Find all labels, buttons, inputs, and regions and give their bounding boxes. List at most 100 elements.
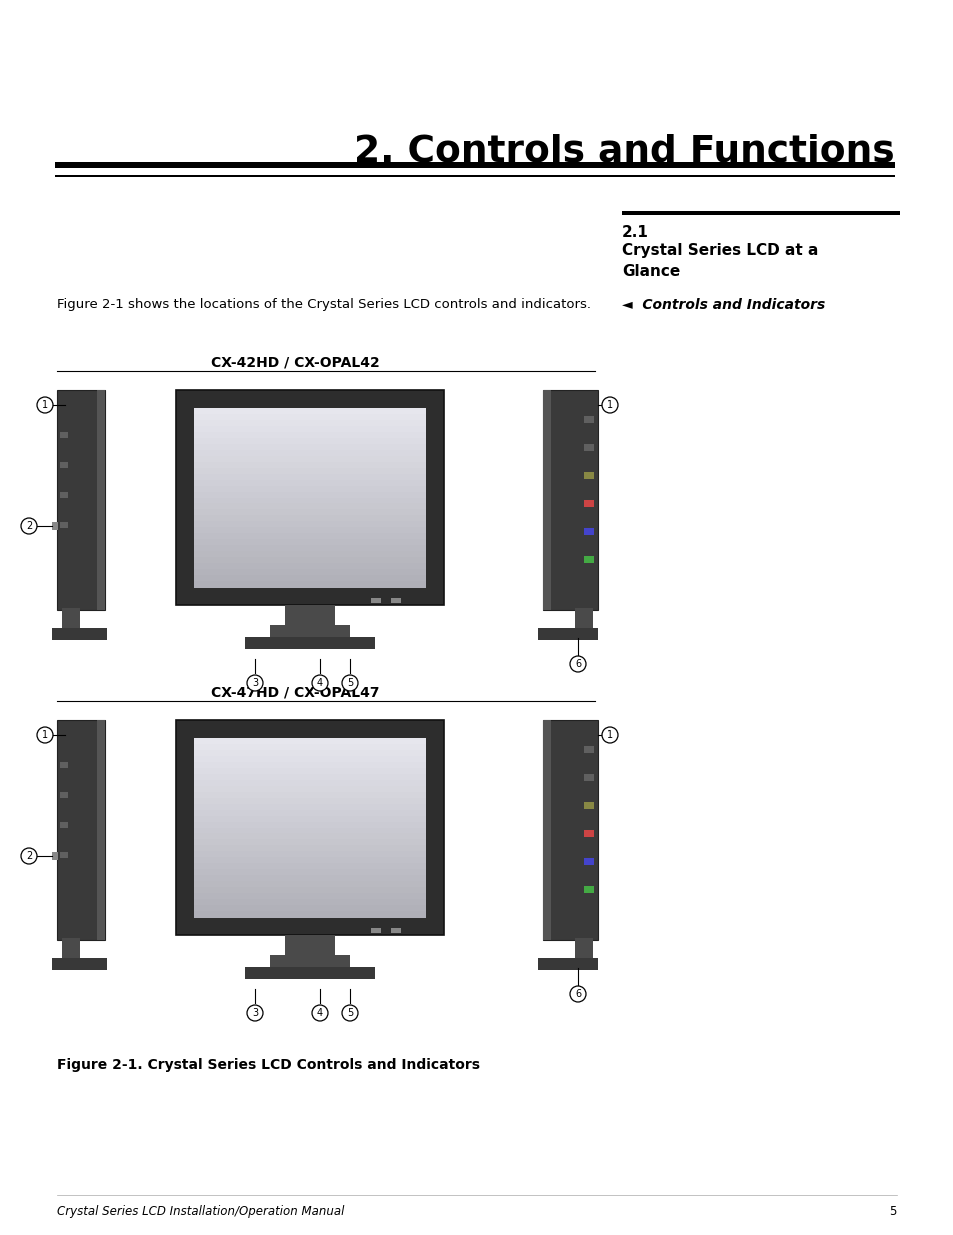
Bar xyxy=(193,438,426,445)
Bar xyxy=(175,390,443,605)
Bar xyxy=(193,408,426,415)
Circle shape xyxy=(21,848,37,864)
Bar xyxy=(270,625,350,637)
Bar xyxy=(193,911,426,918)
Bar xyxy=(193,756,426,763)
Bar xyxy=(575,939,593,958)
Circle shape xyxy=(37,727,53,743)
Text: 4: 4 xyxy=(316,678,323,688)
Bar xyxy=(60,522,68,529)
Bar xyxy=(193,515,426,522)
Bar xyxy=(583,556,594,563)
Bar xyxy=(583,885,594,893)
Bar xyxy=(193,534,426,540)
Bar xyxy=(193,815,426,823)
Bar xyxy=(583,746,594,753)
Text: Crystal Series LCD at a
Glance: Crystal Series LCD at a Glance xyxy=(621,243,818,279)
Text: Figure 2-1. Crystal Series LCD Controls and Indicators: Figure 2-1. Crystal Series LCD Controls … xyxy=(57,1058,479,1072)
Bar xyxy=(55,175,894,177)
Bar xyxy=(193,882,426,888)
Bar xyxy=(193,504,426,510)
Bar xyxy=(97,390,105,610)
Circle shape xyxy=(312,676,328,692)
Bar xyxy=(583,445,594,451)
Circle shape xyxy=(341,676,357,692)
Bar xyxy=(193,521,426,529)
Bar xyxy=(583,472,594,479)
Bar xyxy=(57,390,105,610)
Text: 1: 1 xyxy=(42,400,48,410)
Bar xyxy=(621,211,899,215)
Bar xyxy=(542,390,551,610)
Bar xyxy=(193,479,426,487)
Bar xyxy=(52,958,107,969)
Bar xyxy=(193,774,426,781)
Bar xyxy=(193,443,426,451)
Text: 2.1: 2.1 xyxy=(621,225,648,240)
Bar xyxy=(391,927,400,932)
Bar xyxy=(52,522,58,530)
Bar xyxy=(193,551,426,558)
Bar xyxy=(60,762,68,768)
Bar xyxy=(193,779,426,787)
Bar xyxy=(583,500,594,508)
Bar xyxy=(193,887,426,894)
Bar xyxy=(97,720,105,940)
Text: CX-42HD / CX-OPAL42: CX-42HD / CX-OPAL42 xyxy=(211,354,379,369)
Bar xyxy=(193,498,426,504)
Bar xyxy=(60,823,68,827)
Circle shape xyxy=(312,1005,328,1021)
Text: 2: 2 xyxy=(26,851,32,861)
Bar xyxy=(193,821,426,829)
Bar xyxy=(575,608,593,629)
Bar xyxy=(62,939,80,958)
Bar xyxy=(193,851,426,858)
Circle shape xyxy=(247,1005,263,1021)
Bar xyxy=(62,608,80,629)
Bar xyxy=(193,834,426,841)
Text: 3: 3 xyxy=(252,1008,258,1018)
Bar xyxy=(193,509,426,516)
Bar xyxy=(60,492,68,498)
Bar xyxy=(193,456,426,463)
Bar xyxy=(193,545,426,552)
Bar xyxy=(193,414,426,421)
Bar xyxy=(52,852,58,860)
Bar xyxy=(583,830,594,837)
Bar xyxy=(542,390,598,610)
Bar xyxy=(583,529,594,535)
Bar xyxy=(193,846,426,852)
Bar xyxy=(193,869,426,877)
Bar xyxy=(285,935,335,955)
Text: 6: 6 xyxy=(575,989,580,999)
Bar xyxy=(285,605,335,625)
Bar xyxy=(193,876,426,882)
Bar xyxy=(175,720,443,935)
Bar xyxy=(193,840,426,846)
Bar xyxy=(193,810,426,816)
Bar xyxy=(583,858,594,864)
Circle shape xyxy=(37,396,53,412)
Bar xyxy=(371,598,380,603)
Circle shape xyxy=(601,396,618,412)
Bar xyxy=(60,432,68,438)
Bar xyxy=(55,162,894,168)
Bar xyxy=(52,629,107,640)
Bar xyxy=(193,798,426,805)
Bar xyxy=(193,576,426,582)
Bar xyxy=(193,857,426,864)
Bar xyxy=(193,432,426,438)
Bar xyxy=(193,569,426,576)
Bar xyxy=(60,462,68,468)
Bar xyxy=(193,905,426,911)
Bar xyxy=(391,598,400,603)
Text: 1: 1 xyxy=(606,400,613,410)
Circle shape xyxy=(569,986,585,1002)
Bar xyxy=(193,492,426,499)
Bar xyxy=(193,426,426,432)
Bar xyxy=(371,927,380,932)
Bar xyxy=(193,804,426,810)
Bar xyxy=(542,720,598,940)
Bar xyxy=(193,792,426,799)
Circle shape xyxy=(569,656,585,672)
